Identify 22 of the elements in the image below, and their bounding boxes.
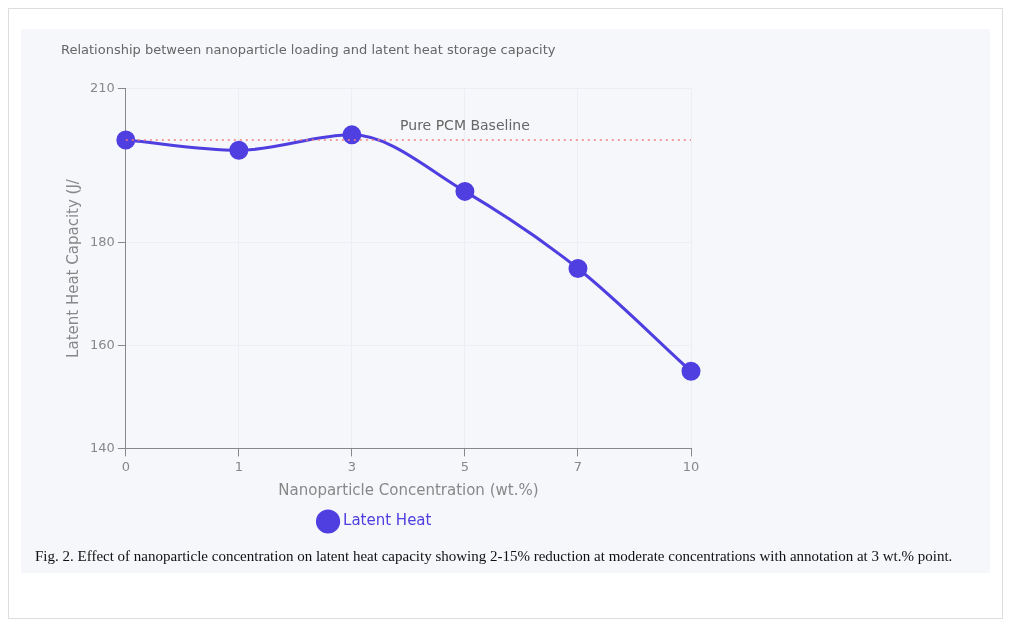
y-tick-label: 180: [89, 234, 115, 250]
y-tick-label: 160: [89, 336, 115, 352]
point: [116, 130, 136, 150]
y-tick-label: 140: [89, 439, 115, 455]
caption: Fig. 2. Effect of nanoparticle concentration on latent heat capacity showing 2-15% reduction at moderate concentrations with annotation at 3 wt.% point.: [35, 547, 954, 566]
y-tick-label: 210: [89, 79, 115, 95]
x-tick-label: 3: [347, 458, 357, 474]
ref-line-label: Pure PCM Baseline: [400, 116, 530, 133]
y-axis-title: Latent Heat Capacity (J/: [63, 178, 82, 358]
x-tick-label: 1: [234, 458, 243, 474]
x-axis-title: Nanoparticle Concentration (wt.%): [278, 480, 539, 499]
point: [455, 181, 475, 201]
x-tick-label: 7: [573, 458, 583, 474]
x-tick-label: 5: [460, 458, 470, 474]
point: [568, 259, 588, 278]
x-tick-label: 0: [121, 458, 130, 474]
point: [342, 125, 362, 145]
chart-title: Relationship between nanoparticle loading and latent heat storage capacity: [61, 42, 556, 58]
x-tick-label: 10: [682, 458, 700, 474]
point: [681, 361, 701, 381]
legend-label: Latent Heat: [343, 511, 432, 530]
point: [229, 140, 249, 160]
